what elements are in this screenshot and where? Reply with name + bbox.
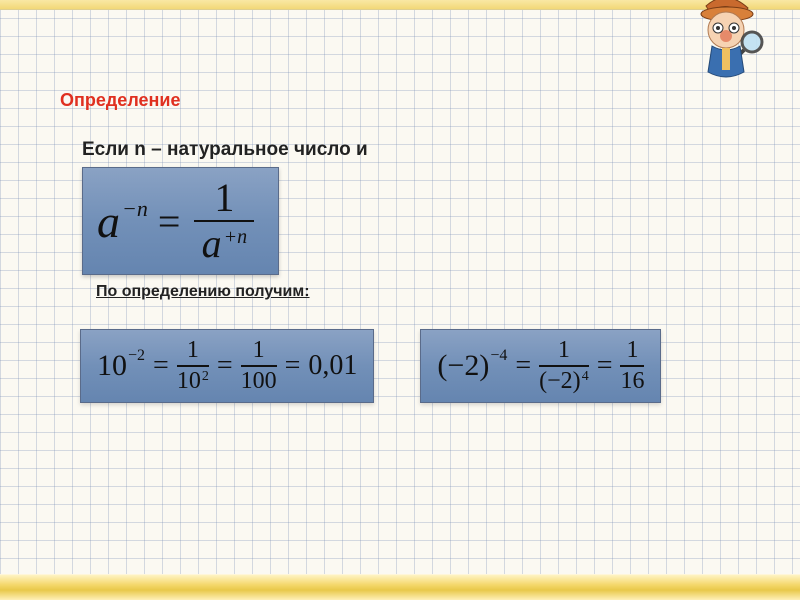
ex2-f2-num: 1 xyxy=(622,338,642,365)
ex1-f2-num: 1 xyxy=(249,338,269,365)
rhs-den-base: a xyxy=(202,221,222,266)
equals-sign: = xyxy=(158,198,181,245)
equals-sign: = xyxy=(285,350,301,382)
rhs-fraction: 1 a+n xyxy=(194,178,254,264)
example-box-1: 10 −2 = 1 102 = 1 100 = 0,01 xyxy=(80,329,374,403)
text-by-definition: По определению получим: xyxy=(96,283,750,301)
ex2-frac1: 1 (−2)4 xyxy=(539,338,589,394)
rhs-den-exp: +n xyxy=(224,226,248,248)
lhs-base: a xyxy=(97,195,120,248)
example-box-2: (−2) −4 = 1 (−2)4 = 1 16 xyxy=(420,329,661,403)
ex2-f2-den: 16 xyxy=(620,367,644,394)
ex2-base: (−2) xyxy=(437,349,489,383)
equals-sign: = xyxy=(515,350,531,382)
ex1-base: 10 xyxy=(97,349,127,383)
ex1-f1-den: 102 xyxy=(177,367,209,394)
ex2-f1-den-exp: 4 xyxy=(582,369,589,384)
ex1-f1-num: 1 xyxy=(183,338,203,365)
ex1-f1-den-exp: 2 xyxy=(202,369,209,384)
ex2-f1-num: 1 xyxy=(554,338,574,365)
text-condition: Если n – натуральное число и xyxy=(82,139,750,161)
ex1-f1-den-base: 10 xyxy=(177,368,201,394)
ex2-f1-den-base: (−2) xyxy=(539,368,581,394)
rhs-denominator: a+n xyxy=(202,222,248,264)
ex2-frac2: 1 16 xyxy=(620,338,644,394)
lhs-exponent: −n xyxy=(122,196,148,222)
equals-sign: = xyxy=(597,350,613,382)
main-formula-box: a −n = 1 a+n xyxy=(82,167,279,275)
equals-sign: = xyxy=(217,350,233,382)
ex2-exp: −4 xyxy=(490,347,507,365)
slide-content: Определение Если n – натуральное число и… xyxy=(0,0,800,600)
ex2-f1-den: (−2)4 xyxy=(539,367,589,394)
ex1-result: 0,01 xyxy=(308,350,357,382)
heading-definition: Определение xyxy=(60,90,750,111)
examples-row: 10 −2 = 1 102 = 1 100 = 0,01 xyxy=(80,329,750,403)
ex1-frac1: 1 102 xyxy=(177,338,209,394)
rhs-numerator: 1 xyxy=(194,178,254,220)
ex1-frac2: 1 100 xyxy=(241,338,277,394)
equals-sign: = xyxy=(153,350,169,382)
ex1-exp: −2 xyxy=(128,347,145,365)
ex1-f2-den: 100 xyxy=(241,367,277,394)
